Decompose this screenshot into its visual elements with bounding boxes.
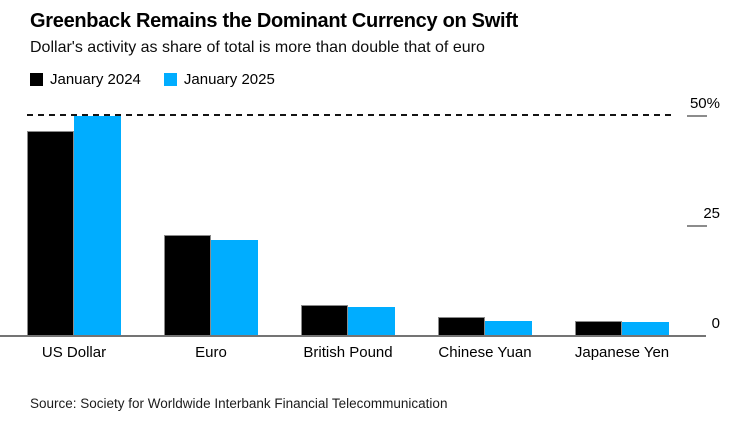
chart-subtitle: Dollar's activity as share of total is m… bbox=[30, 39, 485, 56]
bar-euro-january-2024 bbox=[164, 235, 211, 336]
bar-chinese-yuan-january-2025 bbox=[485, 321, 532, 336]
legend-swatch-january-2024 bbox=[30, 73, 43, 86]
bar-euro-january-2025 bbox=[211, 240, 258, 336]
gridline-50-percent bbox=[27, 114, 672, 116]
bar-chinese-yuan-january-2024 bbox=[438, 317, 485, 336]
legend-item-january-2025: January 2025 bbox=[163, 71, 275, 88]
legend-label-january-2024: January 2024 bbox=[50, 71, 141, 88]
y-tick-mark-50- bbox=[687, 115, 707, 117]
x-axis-label-chinese-yuan: Chinese Yuan bbox=[438, 344, 532, 361]
source-note: Source: Society for Worldwide Interbank … bbox=[30, 396, 448, 411]
chart-title: Greenback Remains the Dominant Currency … bbox=[30, 10, 518, 32]
y-tick-label-0: 0 bbox=[711, 315, 720, 332]
x-axis-line bbox=[0, 335, 706, 337]
legend: January 2024 January 2025 bbox=[30, 71, 275, 88]
y-tick-label-25: 25 bbox=[703, 205, 720, 222]
y-tick-mark-25 bbox=[687, 225, 707, 227]
x-axis-label-british-pound: British Pound bbox=[303, 344, 393, 361]
x-axis-label-euro: Euro bbox=[195, 344, 227, 361]
x-axis-label-japanese-yen: Japanese Yen bbox=[574, 344, 670, 361]
bar-japanese-yen-january-2025 bbox=[622, 322, 669, 336]
bar-us-dollar-january-2024 bbox=[27, 131, 74, 336]
legend-item-january-2024: January 2024 bbox=[30, 71, 141, 88]
x-axis-label-us-dollar: US Dollar bbox=[41, 344, 107, 361]
legend-swatch-january-2025 bbox=[163, 73, 177, 86]
bar-us-dollar-january-2025 bbox=[74, 116, 121, 336]
bar-british-pound-january-2024 bbox=[301, 305, 348, 336]
legend-label-january-2025: January 2025 bbox=[183, 71, 275, 88]
y-tick-label-50-: 50% bbox=[689, 95, 720, 112]
bar-british-pound-january-2025 bbox=[348, 307, 395, 336]
bar-japanese-yen-january-2024 bbox=[575, 321, 622, 336]
